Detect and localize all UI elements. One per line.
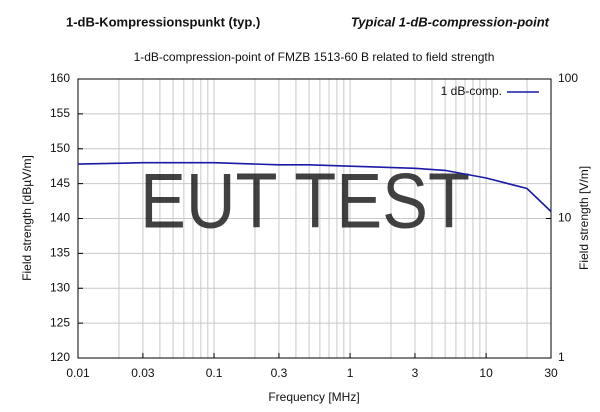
y-tick-label: 155 bbox=[50, 106, 70, 120]
x-tick-label: 10 bbox=[479, 366, 493, 380]
legend-label: 1 dB-comp. bbox=[441, 84, 502, 98]
x-tick-label: 30 bbox=[544, 366, 558, 380]
x-tick-label: 0.1 bbox=[206, 366, 223, 380]
y-tick-label: 130 bbox=[50, 280, 70, 294]
x-tick-label: 1 bbox=[347, 366, 354, 380]
y2-axis-label: Field strength [V/m] bbox=[577, 166, 591, 270]
y-tick-label: 125 bbox=[50, 315, 70, 329]
y-tick-label: 145 bbox=[50, 176, 70, 190]
y-tick-label: 160 bbox=[50, 71, 70, 85]
y-tick-label: 135 bbox=[50, 246, 70, 260]
y2-tick-label: 100 bbox=[558, 71, 578, 85]
x-tick-label: 3 bbox=[412, 366, 419, 380]
x-tick-label: 0.03 bbox=[131, 366, 155, 380]
header-right: Typical 1-dB-compression-point bbox=[351, 14, 550, 29]
y-tick-label: 140 bbox=[50, 211, 70, 225]
watermark: EUT TEST bbox=[140, 157, 470, 245]
y2-tick-label: 10 bbox=[558, 211, 572, 225]
x-axis-label: Frequency [MHz] bbox=[268, 390, 359, 404]
chart-title: 1-dB-compression-point of FMZB 1513-60 B… bbox=[134, 50, 495, 64]
y-axis-label: Field strength [dBµV/m] bbox=[20, 155, 34, 281]
y-tick-label: 150 bbox=[50, 141, 70, 155]
y-tick-label: 120 bbox=[50, 350, 70, 364]
header-left: 1-dB-Kompressionspunkt (typ.) bbox=[66, 14, 260, 29]
x-tick-label: 0.01 bbox=[66, 366, 90, 380]
x-tick-label: 0.3 bbox=[271, 366, 288, 380]
y2-tick-label: 1 bbox=[558, 350, 565, 364]
series-line bbox=[77, 161, 552, 213]
